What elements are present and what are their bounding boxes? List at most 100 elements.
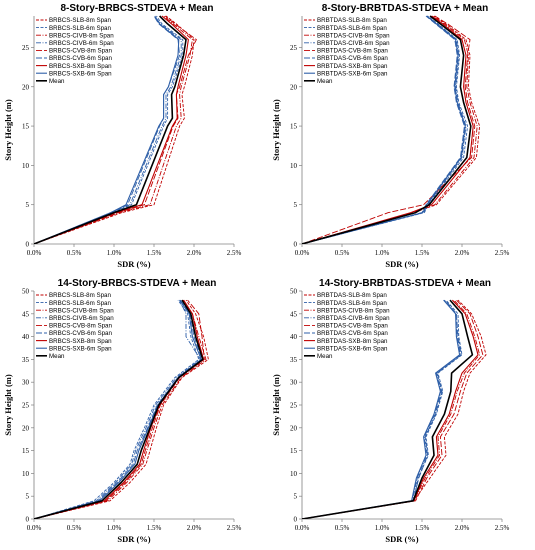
x-tick-label: 2.0% <box>455 524 470 532</box>
x-axis-label: SDR (%) <box>385 534 418 544</box>
x-tick-label: 1.0% <box>375 249 390 257</box>
legend-entry: BRBCS-SXB-8m Span <box>49 338 112 345</box>
y-tick-label: 15 <box>290 447 298 455</box>
chart-panel-4: 14-Story-BRBTDAS-STDEVA + Mean 0.0% 0.5% 1.… <box>268 275 535 550</box>
series-line-6 <box>302 299 462 519</box>
x-tick-label: 2.0% <box>455 249 470 257</box>
series-line-9 <box>34 299 204 519</box>
chart-title: 8-Story-BRBTDAS-STDEVA + Mean <box>322 3 488 14</box>
x-tick-label: 0.0% <box>27 249 42 257</box>
series-line-8 <box>34 299 202 519</box>
x-tick-label: 2.0% <box>187 249 202 257</box>
y-tick-label: 20 <box>22 83 30 91</box>
legend-entry: BRBTDAS-CVB-6m Span <box>317 330 388 337</box>
legend-entry: BRBTDAS-SLB-8m Span <box>317 17 387 24</box>
legend-entry: BRBCS-SLB-6m Span <box>49 300 111 307</box>
y-tick-label: 50 <box>22 288 30 296</box>
legend-entry: BRBCS-CVB-8m Span <box>49 323 112 330</box>
series-line-1 <box>302 15 481 244</box>
y-tick-label: 20 <box>290 424 298 432</box>
series-line-3 <box>302 15 478 244</box>
series-group <box>34 15 197 244</box>
x-tick-label: 0.5% <box>67 524 82 532</box>
series-line-2 <box>302 299 463 519</box>
legend-entry: BRBCS-SXB-6m Span <box>49 70 112 77</box>
legend-entry: Mean <box>317 78 333 85</box>
legend-entry: Mean <box>49 353 65 360</box>
y-tick-label: 0 <box>26 241 30 249</box>
legend-entry: BRBTDAS-CIVB-6m Span <box>317 315 390 322</box>
legend-entry: BRBTDAS-CVB-8m Span <box>317 48 388 55</box>
legend-entry: BRBCS-CIVB-6m Span <box>49 315 114 322</box>
series-line-3 <box>302 299 481 519</box>
chart-title: 14-Story-BRBCS-STDEVA + Mean <box>58 278 217 289</box>
y-axis-label: Story Height (m) <box>3 374 13 436</box>
y-tick-label: 5 <box>26 201 30 209</box>
y-tick-label: 10 <box>22 470 30 478</box>
series-line-2 <box>34 299 200 519</box>
x-tick-label: 2.5% <box>495 249 510 257</box>
series-line-5 <box>302 299 484 519</box>
y-axis-label: Story Height (m) <box>271 374 281 436</box>
chart-title: 8-Story-BRBCS-STDEVA + Mean <box>60 3 213 14</box>
chart-title: 14-Story-BRBTDAS-STDEVA + Mean <box>319 278 491 289</box>
y-tick-label: 35 <box>22 356 30 364</box>
y-tick-label: 20 <box>290 83 298 91</box>
legend-entry: BRBCS-CVB-6m Span <box>49 330 112 337</box>
series-line-5 <box>302 15 476 244</box>
y-tick-label: 30 <box>22 379 30 387</box>
x-tick-label: 1.5% <box>415 524 430 532</box>
x-axis-label: SDR (%) <box>117 534 150 544</box>
series-line-8 <box>34 15 180 244</box>
y-tick-label: 10 <box>290 162 298 170</box>
y-tick-label: 10 <box>22 162 30 170</box>
series-line-4 <box>34 15 182 244</box>
x-tick-label: 2.5% <box>227 249 242 257</box>
x-tick-label: 1.0% <box>107 249 122 257</box>
legend-entry: BRBCS-SXB-8m Span <box>49 63 112 70</box>
legend-entry: BRBTDAS-SXB-8m Span <box>317 338 388 345</box>
chart-panel-2: 8-Story-BRBTDAS-STDEVA + Mean 0.0% 0.5% 1.0… <box>268 0 535 275</box>
legend-entry: BRBTDAS-CVB-6m Span <box>317 55 388 62</box>
y-tick-label: 25 <box>22 44 30 52</box>
x-tick-label: 0.0% <box>295 524 310 532</box>
legend-entry: BRBTDAS-CIVB-6m Span <box>317 40 390 47</box>
legend-entry: BRBTDAS-SLB-6m Span <box>317 25 387 32</box>
series-line-4 <box>302 299 461 519</box>
x-tick-label: 0.5% <box>335 249 350 257</box>
y-tick-label: 40 <box>290 333 298 341</box>
x-tick-label: 1.0% <box>107 524 122 532</box>
series-line-3 <box>34 15 193 244</box>
legend-entry: BRBTDAS-SLB-8m Span <box>317 292 387 299</box>
x-tick-label: 1.5% <box>415 249 430 257</box>
legend-entry: BRBTDAS-SXB-8m Span <box>317 63 388 70</box>
y-tick-label: 25 <box>290 402 298 410</box>
series-line-9 <box>302 299 474 519</box>
x-tick-label: 1.5% <box>147 524 162 532</box>
y-tick-label: 30 <box>290 379 298 387</box>
legend-entry: BRBCS-CVB-6m Span <box>49 55 112 62</box>
y-tick-label: 40 <box>22 333 30 341</box>
y-tick-label: 10 <box>290 470 298 478</box>
chart-panel-1: 8-Story-BRBCS-STDEVA + Mean 0.0% 0.5% 1.0% 1… <box>0 0 267 275</box>
chart-svg: 14-Story-BRBCS-STDEVA + Mean 0.0% 0.5% 1.0%… <box>3 278 241 544</box>
chart-panel-3: 14-Story-BRBCS-STDEVA + Mean 0.0% 0.5% 1.0%… <box>0 275 267 550</box>
legend-entry: BRBCS-SLB-8m Span <box>49 17 111 24</box>
x-tick-label: 0.0% <box>27 524 42 532</box>
series-line-1 <box>34 15 195 244</box>
y-tick-label: 35 <box>290 356 298 364</box>
series-line-6 <box>34 299 203 519</box>
x-axis-label: SDR (%) <box>117 259 150 269</box>
y-tick-label: 0 <box>294 241 298 249</box>
series-line-1 <box>302 299 487 519</box>
series-line-3 <box>34 299 207 519</box>
x-tick-label: 2.0% <box>187 524 202 532</box>
x-tick-label: 1.5% <box>147 249 162 257</box>
legend-entry: BRBCS-CIVB-8m Span <box>49 32 114 39</box>
legend-entry: BRBCS-SLB-6m Span <box>49 25 111 32</box>
y-tick-label: 15 <box>290 123 298 131</box>
y-tick-label: 50 <box>290 288 298 296</box>
legend-entry: BRBCS-CIVB-6m Span <box>49 40 114 47</box>
series-line-8 <box>302 299 461 519</box>
legend-entry: BRBCS-SXB-6m Span <box>49 345 112 352</box>
